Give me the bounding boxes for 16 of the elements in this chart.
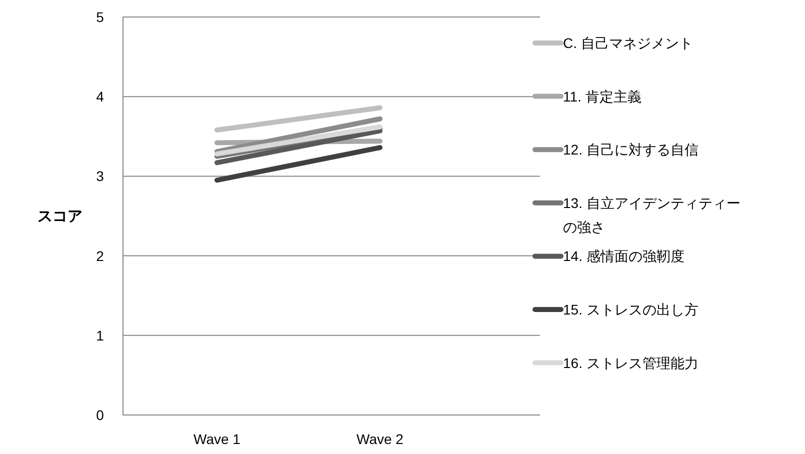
y-tick-label: 4 [96, 88, 104, 105]
legend-label: 11. 肯定主義 [563, 88, 642, 104]
y-tick-label: 5 [96, 9, 104, 25]
y-tick-label: 0 [96, 407, 104, 423]
legend-label: 16. ストレス管理能力 [563, 354, 698, 371]
legend-label: C. 自己マネジメント [563, 35, 693, 51]
y-tick-label: 1 [96, 327, 104, 344]
legend-label: 13. 自立アイデンティティーの強さ [563, 194, 740, 235]
legend-label: 14. 感情面の強靭度 [563, 248, 684, 264]
x-tick-label: Wave 2 [356, 431, 404, 447]
y-tick-label: 2 [96, 248, 104, 264]
legend-label: 15. ストレスの出し方 [563, 302, 698, 318]
y-tick-label: 3 [96, 168, 104, 184]
y-axis-title: スコア [38, 208, 82, 225]
legend-label: 12. 自己に対する自信 [563, 142, 698, 158]
x-tick-label: Wave 1 [194, 431, 241, 447]
